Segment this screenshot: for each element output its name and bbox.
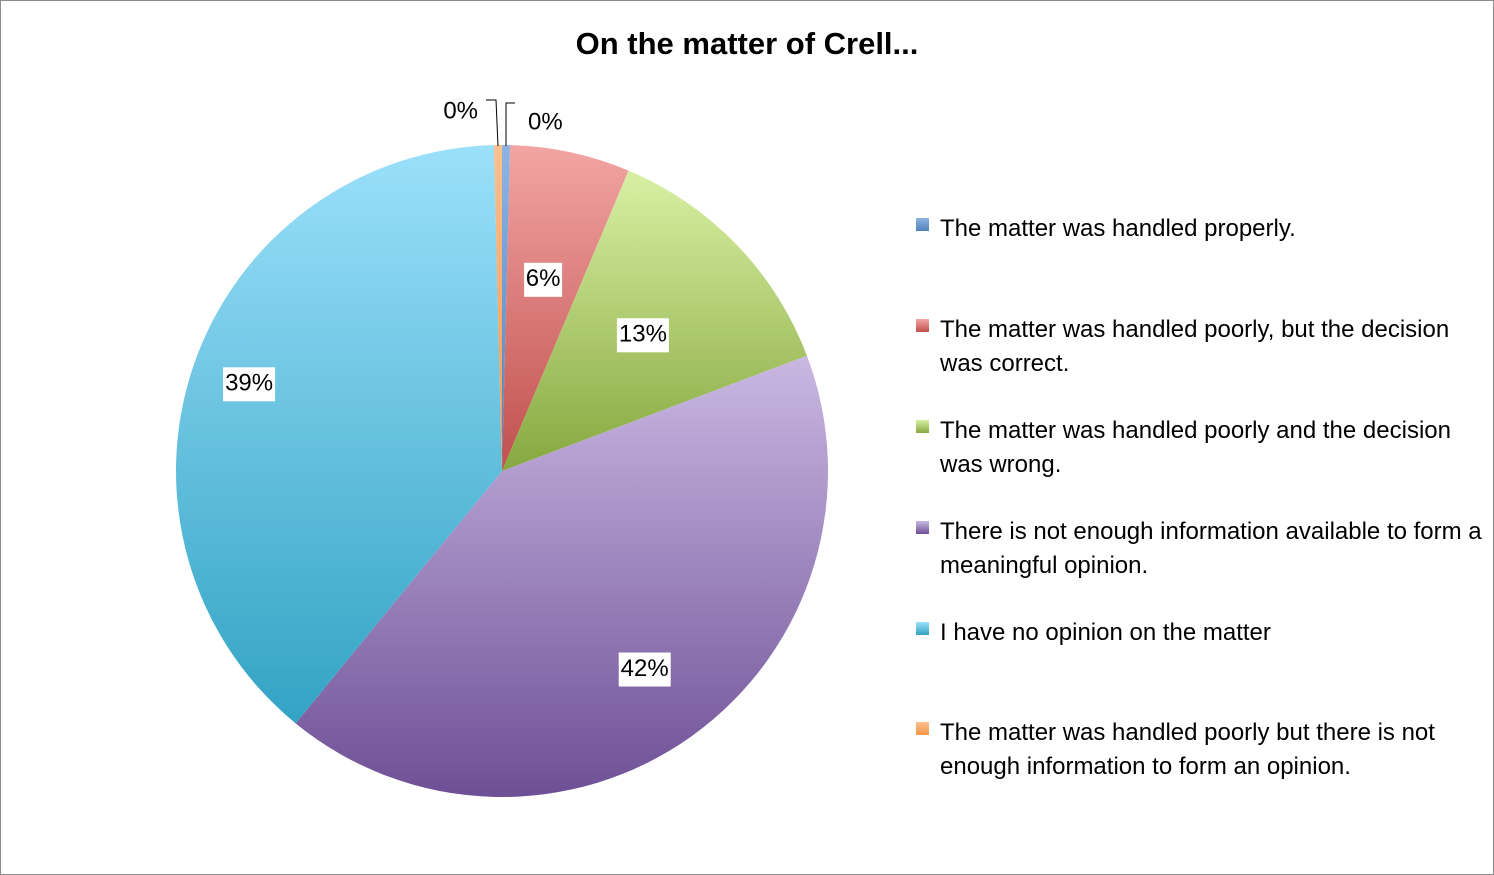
legend-swatch [916,622,929,635]
pie-slice-the-matter-was-handled-poorly-but-there- [493,145,502,471]
data-label-the-matter-was-handled-poorly-but-there-: 0% [443,97,478,124]
legend-label: There is not enough information availabl… [940,518,1482,579]
svg-text:0%: 0% [443,97,478,124]
chart-title: On the matter of Crell... [575,26,919,61]
pie-slice-i-have-no-opinion-on-the-matter [176,145,502,724]
svg-text:0%: 0% [528,108,563,135]
legend-swatch [916,722,929,735]
legend-swatch [916,420,929,433]
leader-line [486,99,499,147]
leader-line [505,102,515,146]
data-label-the-matter-was-handled-poorly-and-the-de: 13% [616,318,669,353]
legend-label: The matter was handled poorly, but the d… [940,316,1450,377]
legend-swatch [916,319,929,332]
data-label-the-matter-was-handled-properly: 0% [528,108,563,135]
legend-label: The matter was handled poorly but there … [940,719,1435,780]
legend-label: The matter was handled properly. [940,215,1296,242]
data-label-the-matter-was-handled-poorly-but-the-de: 6% [524,262,563,297]
svg-text:39%: 39% [225,370,273,397]
svg-text:13%: 13% [619,321,667,348]
legend-label: The matter was handled poorly and the de… [940,417,1451,478]
data-label-there-is-not-enough-information-availabl: 42% [618,652,671,687]
pie-slice-the-matter-was-handled-properly [502,145,511,471]
legend-label: I have no opinion on the matter [940,619,1271,646]
pie-slice-there-is-not-enough-information-availabl [295,355,829,798]
svg-text:6%: 6% [526,265,561,292]
legend-swatch [916,218,929,231]
pie-slice-the-matter-was-handled-poorly-but-the-de [502,145,629,471]
svg-text:42%: 42% [621,655,669,682]
data-label-i-have-no-opinion-on-the-matter: 39% [223,367,276,402]
legend-swatch [916,521,929,534]
